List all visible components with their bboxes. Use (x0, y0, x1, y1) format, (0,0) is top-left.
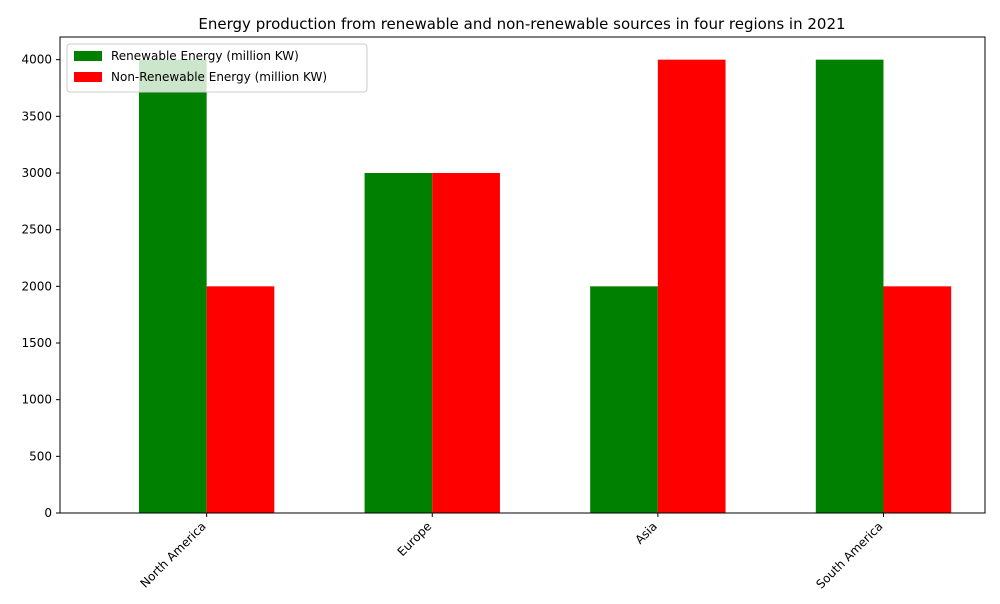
y-tick-label: 0 (44, 506, 52, 520)
legend-label: Renewable Energy (million KW) (111, 49, 299, 63)
y-tick-label: 2000 (21, 279, 52, 293)
legend-box (66, 43, 368, 93)
bars-group (138, 59, 952, 514)
bar-non-renewable-north-america (206, 286, 275, 513)
y-tick-label: 1500 (21, 336, 52, 350)
bar-renewable-asia (590, 286, 658, 513)
y-tick-label: 4000 (21, 53, 52, 67)
legend: Renewable Energy (million KW) Non-Renewab… (66, 43, 368, 93)
y-tick-label: 500 (29, 449, 52, 463)
chart-title: Energy production from renewable and non… (198, 15, 845, 33)
bar-renewable-south-america (815, 59, 884, 514)
legend-swatch (74, 51, 102, 61)
y-tick-label: 2500 (21, 223, 52, 237)
bar-non-renewable-asia (657, 59, 726, 514)
bar-renewable-north-america (138, 59, 207, 514)
bar-non-renewable-south-america (883, 286, 952, 513)
y-tick-label: 3500 (21, 109, 52, 123)
bar-renewable-europe (364, 173, 433, 513)
legend-swatch (74, 72, 102, 82)
y-tick-label: 3000 (21, 166, 52, 180)
bar-non-renewable-europe (432, 173, 500, 513)
axes-frame (59, 36, 986, 514)
y-tick-label: 1000 (21, 393, 52, 407)
legend-label: Non-Renewable Energy (million KW) (111, 70, 327, 84)
